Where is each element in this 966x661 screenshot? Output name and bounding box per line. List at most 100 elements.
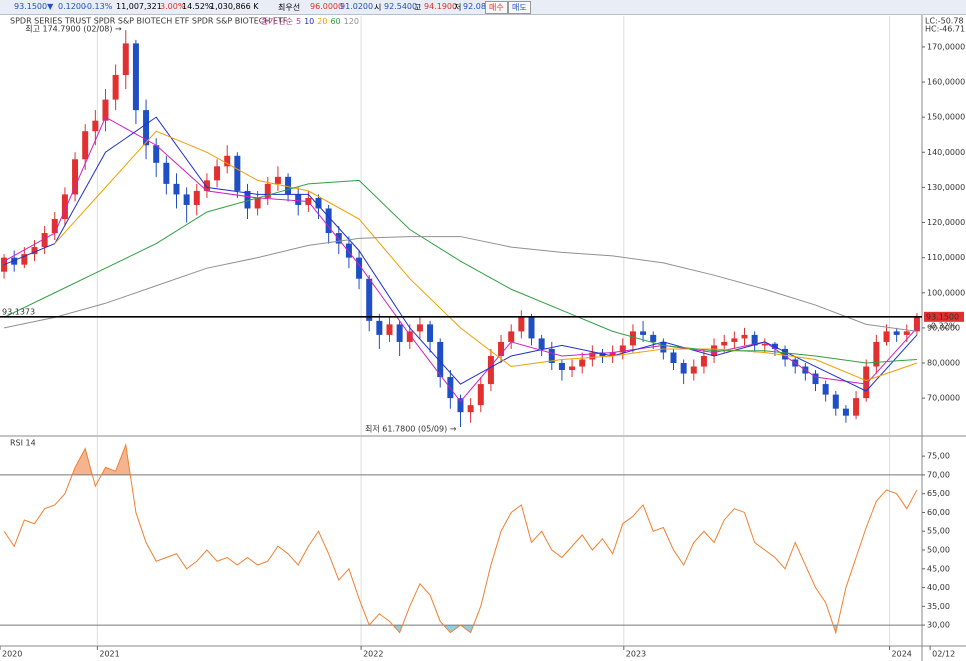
candle-body	[832, 394, 839, 409]
candle-body	[396, 324, 403, 342]
corner-label: LC:-50.78	[925, 17, 964, 26]
y-tick-label: 150,0000	[927, 113, 965, 122]
candle-body	[82, 131, 89, 160]
candle-body	[609, 352, 616, 356]
y-tick-label: 170,0000	[927, 42, 965, 51]
ma-line	[3, 179, 917, 364]
low: 92.0800	[463, 2, 497, 11]
candle-body	[163, 162, 170, 184]
sell-button[interactable]: 매도	[508, 1, 531, 14]
annotation: 최저 61.7800 (05/09) →	[365, 423, 457, 433]
x-tick-label: 2024	[892, 650, 912, 659]
y-tick-label: 120,0000	[927, 218, 965, 227]
candle-body	[863, 366, 870, 399]
candle-body	[548, 348, 555, 364]
legend-entry: 20	[317, 17, 327, 26]
last-price-label: 93.1500	[926, 312, 959, 321]
label: 시	[374, 3, 382, 12]
rate: 3.00%	[160, 2, 186, 11]
candle-body	[41, 233, 48, 248]
candle-body	[386, 324, 393, 335]
candle-body	[345, 243, 352, 258]
candle-body	[437, 341, 444, 378]
candle-body	[102, 99, 109, 121]
candle-body	[589, 352, 596, 360]
y-tick-label: 100,0000	[927, 288, 965, 297]
candle-body	[173, 183, 180, 195]
candle-body	[467, 405, 474, 413]
reference-label: 93.1373	[2, 307, 35, 316]
candle-body	[538, 338, 545, 349]
y-tick-label: 80,0000	[927, 359, 960, 368]
y-tick-label: 35,00	[927, 602, 950, 611]
background	[0, 15, 966, 661]
candle-body	[31, 247, 38, 255]
candle-body	[406, 331, 413, 342]
candle-body	[285, 176, 292, 195]
candle-body	[873, 341, 880, 367]
candle-body	[51, 219, 58, 234]
candle-body	[853, 398, 860, 416]
candle-body	[761, 343, 768, 346]
open: 92.5400	[384, 2, 418, 11]
candle-body	[274, 176, 281, 184]
label: 고	[414, 3, 422, 12]
legend-entry: 120	[344, 17, 359, 26]
candle-body	[416, 324, 423, 332]
last-price-change: -0.32%	[928, 321, 957, 330]
candle-body	[731, 338, 738, 342]
candle-body	[132, 43, 139, 111]
candle-body	[913, 316, 920, 332]
chart-title: SPDR SERIES TRUST SPDR S&P BIOTECH ETF S…	[10, 17, 288, 26]
candle-body	[822, 384, 829, 395]
volume: 11,007,321	[116, 2, 162, 11]
y-tick-label: 40,00	[927, 583, 950, 592]
rate: 14.52%	[182, 2, 213, 11]
x-tick-label: 02/12	[932, 650, 955, 659]
candle-body	[457, 398, 464, 413]
ma-line	[3, 236, 917, 332]
candle-body	[315, 197, 322, 209]
y-tick-label: 30,00	[927, 621, 950, 630]
last-price-tag	[924, 311, 964, 322]
candle-body	[721, 341, 728, 346]
buy-button[interactable]: 매수	[485, 1, 508, 14]
candle-body	[143, 110, 150, 146]
ma-line	[54, 130, 918, 382]
candle-body	[670, 352, 677, 364]
x-tick-label: 2022	[363, 650, 383, 659]
candle-body	[629, 331, 636, 346]
candle-body	[619, 345, 626, 353]
candle-body	[214, 166, 221, 181]
candle-body	[193, 190, 200, 205]
candle-body	[741, 334, 748, 339]
candle-body	[528, 317, 535, 339]
y-tick-label: 70,0000	[927, 394, 960, 403]
legend-entry: 60	[330, 17, 340, 26]
candle-body	[254, 197, 261, 209]
ask: 96.0000	[310, 2, 344, 11]
change-rate: -0.13%	[84, 2, 113, 11]
candle-body	[234, 155, 241, 191]
change: 0.1200	[58, 2, 86, 11]
y-tick-label: 75,00	[927, 452, 950, 461]
candle-body	[700, 355, 707, 367]
candle-body	[751, 334, 758, 346]
candle-body	[640, 331, 647, 335]
label: 저	[454, 3, 462, 12]
toolbar: 93.1500▼ 0.1200 -0.13% 11,007,321 3.00% …	[0, 0, 966, 15]
legend-entry: 종가 단순	[261, 16, 293, 26]
legend-entry: 10	[304, 17, 314, 26]
candle-body	[153, 145, 160, 163]
candle-body	[21, 254, 28, 265]
candle-body	[569, 366, 576, 371]
candle-body	[295, 194, 302, 205]
legend-entry: 5	[296, 17, 301, 26]
panel-title: RSI 14	[10, 439, 36, 448]
y-tick-label: 90,0000	[927, 323, 960, 332]
candle-body	[224, 155, 231, 167]
candle-body	[376, 320, 383, 335]
corner-label: HC:-46.71	[925, 25, 965, 34]
